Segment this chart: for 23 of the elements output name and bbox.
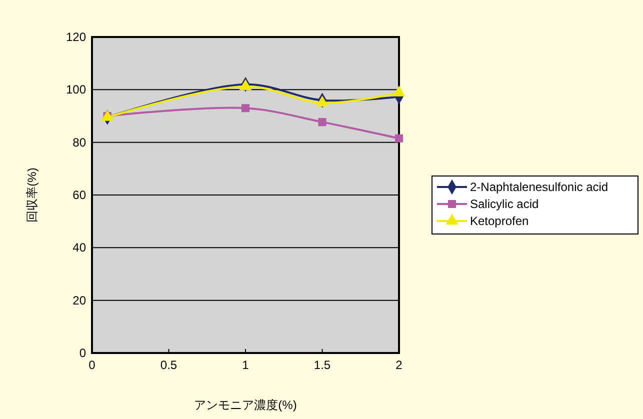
point	[316, 96, 328, 106]
legend-label: Ketoprofen	[470, 214, 529, 228]
point	[393, 86, 405, 96]
point	[240, 80, 252, 90]
point	[241, 104, 250, 112]
y-tick-label: 0	[79, 346, 86, 360]
legend-label: Salicylic acid	[470, 197, 539, 211]
legend-label: 2-Naphtalenesulfonic acid	[470, 180, 608, 194]
y-tick-label: 40	[72, 240, 86, 255]
x-axis-title: アンモニア濃度(%)	[194, 398, 297, 412]
x-tick-label: 0	[88, 358, 96, 372]
y-tick-label: 20	[72, 293, 86, 308]
x-tick-label: 1	[242, 358, 250, 372]
point	[318, 118, 326, 126]
point	[394, 134, 404, 142]
y-axis-title: 回収率(%)	[25, 168, 39, 222]
y-tick-label: 100	[66, 82, 86, 97]
y-tick-label: 120	[66, 30, 86, 44]
y-tick-label: 60	[72, 188, 86, 202]
x-tick-label: 0.5	[160, 358, 178, 372]
x-tick-label: 2	[396, 358, 403, 372]
y-tick-label: 80	[72, 135, 86, 150]
x-tick-label: 1.5	[314, 358, 331, 372]
